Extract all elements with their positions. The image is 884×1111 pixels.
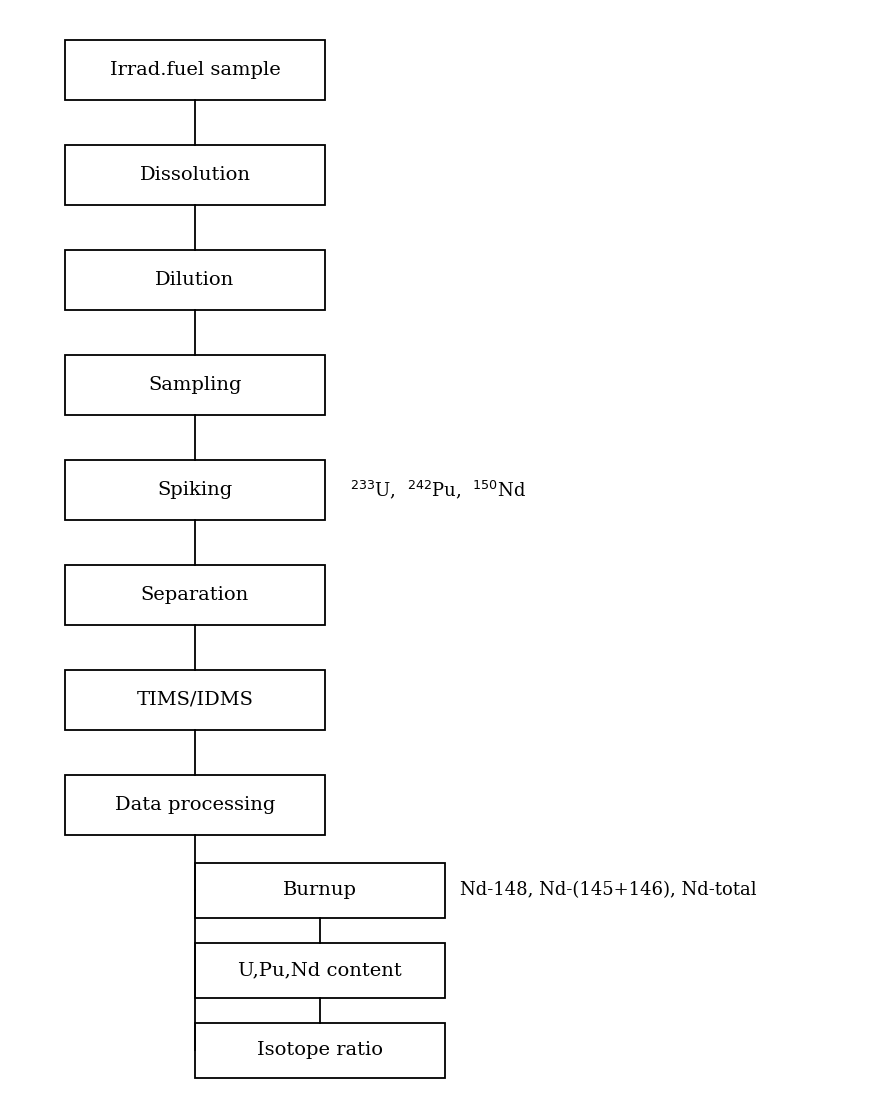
Text: U,Pu,Nd content: U,Pu,Nd content: [238, 961, 402, 979]
Bar: [195, 862, 445, 918]
Bar: [195, 942, 445, 998]
Text: Sampling: Sampling: [149, 376, 241, 394]
Text: $^{233}$U,  $^{242}$Pu,  $^{150}$Nd: $^{233}$U, $^{242}$Pu, $^{150}$Nd: [350, 479, 526, 501]
Text: Nd-148, Nd-(145+146), Nd-total: Nd-148, Nd-(145+146), Nd-total: [460, 881, 757, 899]
Text: Irrad.fuel sample: Irrad.fuel sample: [110, 61, 280, 79]
Bar: [65, 670, 325, 730]
Text: Spiking: Spiking: [157, 481, 232, 499]
Bar: [65, 146, 325, 206]
Bar: [65, 565, 325, 625]
Bar: [65, 250, 325, 310]
Text: Burnup: Burnup: [283, 881, 357, 899]
Bar: [65, 775, 325, 835]
Text: Data processing: Data processing: [115, 795, 275, 814]
Bar: [65, 460, 325, 520]
Bar: [65, 40, 325, 100]
Text: Dilution: Dilution: [156, 271, 234, 289]
Text: Separation: Separation: [141, 585, 249, 604]
Bar: [195, 1022, 445, 1078]
Text: Dissolution: Dissolution: [140, 166, 250, 184]
Text: TIMS/IDMS: TIMS/IDMS: [136, 691, 254, 709]
Text: Isotope ratio: Isotope ratio: [257, 1041, 383, 1059]
Bar: [65, 356, 325, 416]
